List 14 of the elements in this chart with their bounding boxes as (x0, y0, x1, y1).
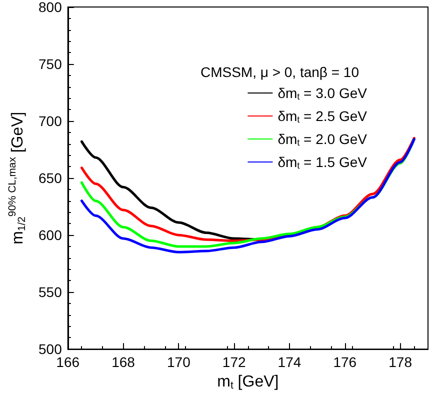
y-tick-label: 600 (38, 227, 62, 244)
legend-title: CMSSM, μ > 0, tanβ = 10 (200, 64, 360, 80)
y-tick-label: 800 (38, 0, 62, 15)
x-tick-label: 168 (112, 354, 136, 370)
y-axis-title: m1/290% CL,max [GeV] (8, 112, 28, 244)
x-tick-label: 170 (166, 354, 191, 370)
y-tick-label: 700 (38, 113, 62, 130)
y-tick-label: 750 (38, 56, 62, 72)
x-tick-label: 176 (333, 354, 357, 370)
x-tick-label: 174 (278, 354, 302, 370)
y-tick-label: 650 (38, 170, 62, 186)
x-tick-label: 178 (388, 354, 412, 370)
y-tick-label: 550 (38, 284, 62, 300)
x-tick-label: 172 (222, 354, 246, 370)
